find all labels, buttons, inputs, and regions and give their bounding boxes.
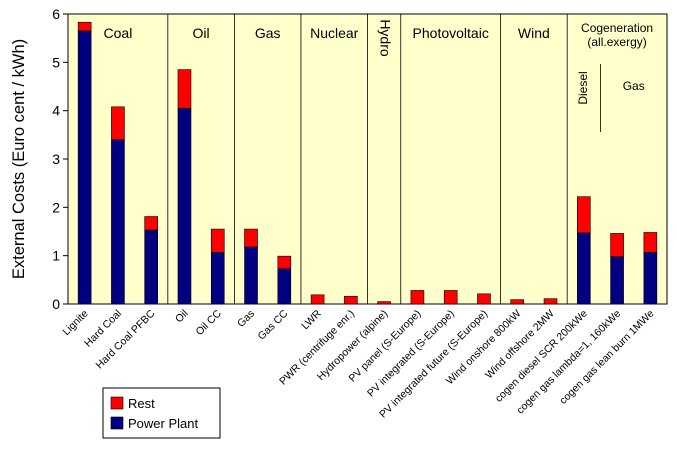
legend-label-power-plant: Power Plant	[128, 416, 198, 431]
bar-rest-hard-coal-pfbc	[144, 216, 158, 231]
bar-power-plant-cogen-gas-lambda-1-160kwe	[610, 256, 624, 305]
x-tick-label: Gas CC	[256, 307, 291, 342]
group-label-oil: Oil	[193, 25, 210, 41]
bar-power-plant-lignite	[77, 30, 92, 305]
x-tick-label: Oil	[173, 308, 191, 326]
y-tick-label: 5	[52, 54, 60, 70]
bar-rest-wind-onshore-800kw	[510, 299, 525, 305]
bar-rest-cogen-gas-lean-burn-1mwe	[643, 232, 658, 253]
legend-swatch-rest	[110, 396, 124, 410]
bar-power-plant-gas-cc	[277, 268, 292, 305]
y-tick-label: 3	[52, 151, 60, 167]
group-label-gas: Gas	[255, 25, 281, 41]
bar-rest-lwr	[310, 294, 325, 305]
group-label-wind: Wind	[518, 25, 550, 41]
bar-power-plant-hard-coal	[111, 139, 125, 305]
group-label-nuclear: Nuclear	[310, 25, 359, 41]
x-tick-label: Lignite	[60, 308, 90, 338]
bar-rest-gas-cc	[277, 255, 292, 270]
group-label-photovoltaic: Photovoltaic	[413, 25, 489, 41]
bar-rest-wind-offshore-2mw	[543, 298, 558, 305]
bar-rest-cogen-diesel-scr-200kwe	[577, 196, 591, 234]
y-tick-label: 4	[52, 103, 60, 119]
y-tick-label: 6	[52, 6, 60, 22]
bar-power-plant-cogen-diesel-scr-200kwe	[577, 232, 591, 305]
bar-rest-oil	[177, 69, 192, 109]
bar-rest-lignite	[77, 21, 92, 32]
y-tick-label: 0	[52, 296, 60, 312]
x-tick-label: LWR	[299, 307, 324, 332]
x-tick-label: Hard Coal PFBC	[94, 307, 158, 371]
bar-rest-hydropower-alpine	[377, 301, 391, 305]
subgroup-label-gas: Gas	[623, 79, 645, 93]
bar-rest-pv-integrated-future-s-europe	[477, 293, 491, 305]
bar-power-plant-gas	[244, 246, 258, 305]
bar-rest-pwr-centrifuge-enr	[344, 295, 358, 305]
legend-swatch-power-plant	[110, 416, 124, 430]
legend-label-rest: Rest	[128, 396, 155, 411]
y-axis-title: External Costs (Euro cent / kWh)	[10, 39, 28, 279]
bar-rest-hard-coal	[111, 106, 125, 140]
group-label-cogeneration: Cogeneration (all.exergy)	[581, 21, 653, 49]
bar-power-plant-oil-cc	[210, 251, 225, 305]
bar-power-plant-oil	[177, 107, 192, 305]
group-label-coal: Coal	[104, 25, 133, 41]
bar-rest-gas	[244, 228, 258, 248]
subgroup-label-diesel: Diesel	[576, 71, 590, 104]
x-tick-label: Gas	[235, 308, 257, 330]
bar-power-plant-cogen-gas-lean-burn-1mwe	[643, 251, 658, 305]
bar-rest-oil-cc	[210, 228, 225, 253]
bar-rest-pv-integrated-s-europe	[443, 290, 458, 305]
x-tick-label: Oil CC	[194, 307, 225, 338]
group-label-hydro: Hydro	[377, 19, 393, 57]
bar-power-plant-hard-coal-pfbc	[144, 229, 158, 305]
bar-rest-cogen-gas-lambda-1-160kwe	[610, 233, 624, 257]
legend-box	[102, 387, 221, 439]
bar-rest-pv-panel-s-europe	[410, 290, 425, 305]
y-tick-label: 2	[52, 199, 60, 215]
y-tick-label: 1	[52, 248, 60, 264]
